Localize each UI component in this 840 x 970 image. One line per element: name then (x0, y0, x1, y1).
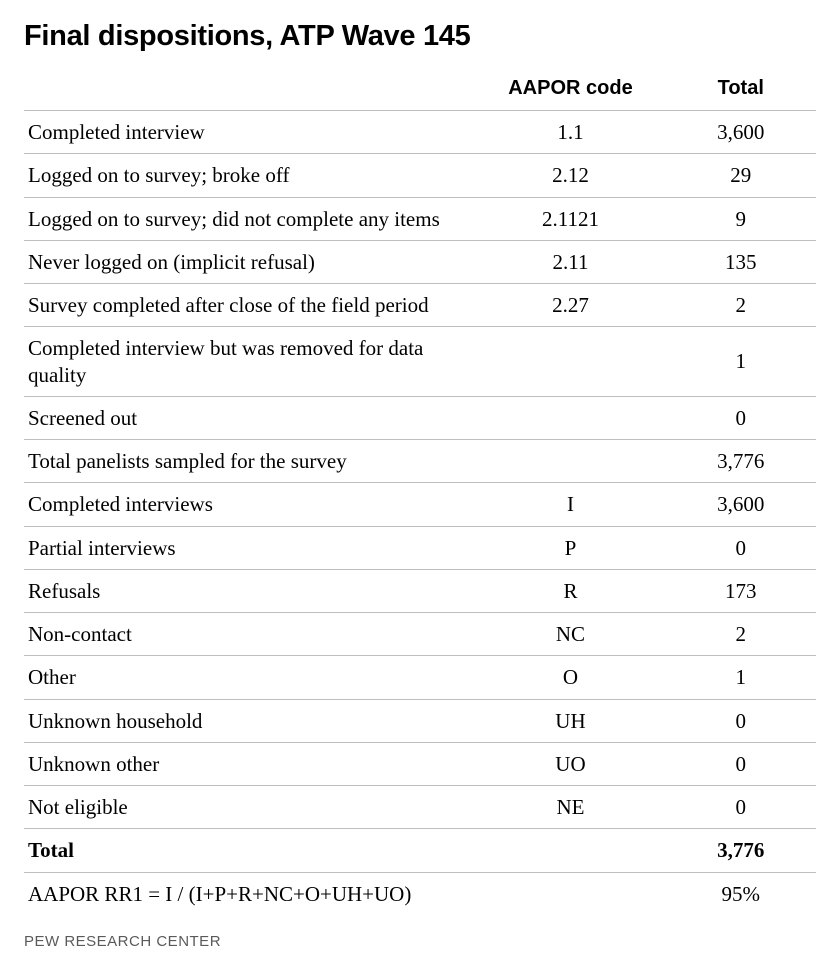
cell-total: 0 (666, 786, 816, 829)
table-row: AAPOR RR1 = I / (I+P+R+NC+O+UH+UO) 95% (24, 872, 816, 915)
source-footer: PEW RESEARCH CENTER (24, 933, 816, 950)
cell-total: 1 (666, 656, 816, 699)
table-row: Never logged on (implicit refusal)2.1113… (24, 240, 816, 283)
table-row: Partial interviewsP0 (24, 526, 816, 569)
cell-code: O (475, 656, 665, 699)
cell-total: 3,776 (666, 829, 816, 872)
cell-label: Unknown other (24, 742, 475, 785)
cell-code (475, 829, 665, 872)
col-header-code: AAPOR code (475, 69, 665, 111)
cell-code (475, 396, 665, 439)
table-row: Completed interview1.13,600 (24, 111, 816, 154)
cell-label: Not eligible (24, 786, 475, 829)
cell-total: 135 (666, 240, 816, 283)
cell-total: 0 (666, 699, 816, 742)
cell-label: Logged on to survey; broke off (24, 154, 475, 197)
cell-label: Completed interviews (24, 483, 475, 526)
cell-total: 3,600 (666, 111, 816, 154)
cell-total: 0 (666, 742, 816, 785)
cell-label: Unknown household (24, 699, 475, 742)
cell-total: 9 (666, 197, 816, 240)
table-row: Unknown otherUO0 (24, 742, 816, 785)
cell-total: 3,600 (666, 483, 816, 526)
cell-code: 2.27 (475, 284, 665, 327)
table-row: Logged on to survey; did not complete an… (24, 197, 816, 240)
col-header-label (24, 69, 475, 111)
cell-code: 2.1121 (475, 197, 665, 240)
cell-code: R (475, 569, 665, 612)
cell-total: 173 (666, 569, 816, 612)
table-row: Total panelists sampled for the survey 3,… (24, 440, 816, 483)
cell-label: Partial interviews (24, 526, 475, 569)
col-header-total: Total (666, 69, 816, 111)
table-row: Non-contactNC2 (24, 613, 816, 656)
cell-code: UH (475, 699, 665, 742)
cell-label: Other (24, 656, 475, 699)
cell-total: 2 (666, 284, 816, 327)
cell-label: Completed interview but was removed for … (24, 327, 475, 397)
cell-label: AAPOR RR1 = I / (I+P+R+NC+O+UH+UO) (24, 872, 475, 915)
table-row: RefusalsR173 (24, 569, 816, 612)
cell-code: NC (475, 613, 665, 656)
cell-total: 3,776 (666, 440, 816, 483)
cell-code (475, 872, 665, 915)
table-row: Unknown householdUH0 (24, 699, 816, 742)
table-row: Total 3,776 (24, 829, 816, 872)
cell-total: 1 (666, 327, 816, 397)
cell-code: 1.1 (475, 111, 665, 154)
cell-total: 95% (666, 872, 816, 915)
dispositions-table: AAPOR code Total Completed interview1.13… (24, 69, 816, 915)
table-row: Logged on to survey; broke off2.1229 (24, 154, 816, 197)
cell-label: Screened out (24, 396, 475, 439)
cell-label: Never logged on (implicit refusal) (24, 240, 475, 283)
table-row: Completed interviewsI3,600 (24, 483, 816, 526)
cell-label: Logged on to survey; did not complete an… (24, 197, 475, 240)
cell-total: 0 (666, 396, 816, 439)
cell-code (475, 440, 665, 483)
cell-label: Survey completed after close of the fiel… (24, 284, 475, 327)
cell-label: Non-contact (24, 613, 475, 656)
cell-code: I (475, 483, 665, 526)
table-row: Screened out 0 (24, 396, 816, 439)
cell-label: Completed interview (24, 111, 475, 154)
table-row: Survey completed after close of the fiel… (24, 284, 816, 327)
cell-label: Total panelists sampled for the survey (24, 440, 475, 483)
cell-code: NE (475, 786, 665, 829)
cell-code: 2.11 (475, 240, 665, 283)
table-row: Not eligibleNE0 (24, 786, 816, 829)
cell-code: 2.12 (475, 154, 665, 197)
cell-label: Refusals (24, 569, 475, 612)
cell-code: UO (475, 742, 665, 785)
cell-label: Total (24, 829, 475, 872)
cell-total: 2 (666, 613, 816, 656)
cell-code: P (475, 526, 665, 569)
cell-total: 0 (666, 526, 816, 569)
cell-total: 29 (666, 154, 816, 197)
page-title: Final dispositions, ATP Wave 145 (24, 20, 816, 53)
cell-code (475, 327, 665, 397)
table-row: OtherO1 (24, 656, 816, 699)
table-row: Completed interview but was removed for … (24, 327, 816, 397)
table-header-row: AAPOR code Total (24, 69, 816, 111)
